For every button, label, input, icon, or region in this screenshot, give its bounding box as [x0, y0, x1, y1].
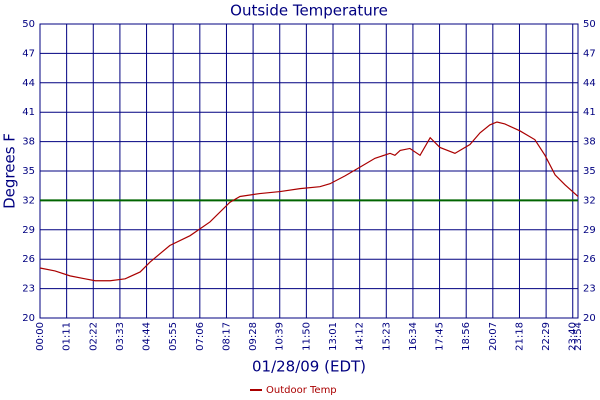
x-tick-label: 17:45 [435, 322, 446, 351]
x-tick-label: 07:06 [195, 322, 206, 351]
y2-tick-label: 20 [583, 313, 596, 324]
x-tick-label: 13:01 [328, 322, 339, 351]
legend-label: Outdoor Temp [266, 385, 337, 396]
x-tick-label: 04:44 [142, 322, 153, 351]
x-tick-label: 10:39 [275, 322, 286, 351]
y2-tick-label: 32 [583, 195, 596, 206]
x-tick-label: 23:40 [568, 322, 579, 351]
x-tick-label: 00:00 [35, 322, 46, 351]
series-line [39, 121, 579, 282]
y-tick-label: 38 [22, 137, 35, 148]
x-tick-label: 23:54 [573, 322, 584, 351]
x-tick-label: 14:12 [355, 322, 366, 351]
y2-tick-label: 44 [583, 78, 596, 89]
y-tick-label: 20 [22, 313, 35, 324]
x-tick-label: 01:11 [62, 322, 73, 351]
x-tick-label: 05:55 [168, 322, 179, 351]
x-tick-label: 18:56 [461, 322, 472, 351]
x-tick-label: 22:29 [541, 322, 552, 351]
y2-tick-label: 41 [583, 107, 596, 118]
y-tick-label: 50 [22, 19, 35, 30]
x-tick-label: 21:18 [514, 322, 525, 351]
y-tick-label: 47 [22, 48, 35, 59]
y2-tick-label: 50 [583, 19, 596, 30]
y2-tick-label: 23 [583, 284, 596, 295]
y2-tick-label: 35 [583, 166, 596, 177]
x-tick-label: 16:34 [408, 322, 419, 351]
x-tick-label: 15:23 [381, 322, 392, 351]
chart-title: Outside Temperature [230, 2, 388, 20]
y2-tick-label: 26 [583, 254, 596, 265]
x-axis-label: 01/28/09 (EDT) [252, 358, 366, 376]
y-tick-label: 41 [22, 107, 35, 118]
x-tick-label: 20:07 [488, 322, 499, 351]
y-tick-label: 29 [22, 225, 35, 236]
y-axis-label: Degrees F [1, 133, 19, 209]
y2-tick-label: 29 [583, 225, 596, 236]
plot-border [39, 23, 579, 319]
y-tick-label: 32 [22, 195, 35, 206]
x-tick-label: 03:33 [115, 322, 126, 351]
x-tick-label: 11:50 [301, 322, 312, 351]
x-tick-label: 02:22 [88, 322, 99, 351]
y-tick-label: 44 [22, 78, 35, 89]
y-tick-label: 35 [22, 166, 35, 177]
y2-tick-label: 47 [583, 48, 596, 59]
y-tick-label: 26 [22, 254, 35, 265]
x-tick-label: 08:17 [221, 322, 232, 351]
y-tick-label: 23 [22, 284, 35, 295]
x-tick-label: 09:28 [248, 322, 259, 351]
y2-tick-label: 38 [583, 137, 596, 148]
